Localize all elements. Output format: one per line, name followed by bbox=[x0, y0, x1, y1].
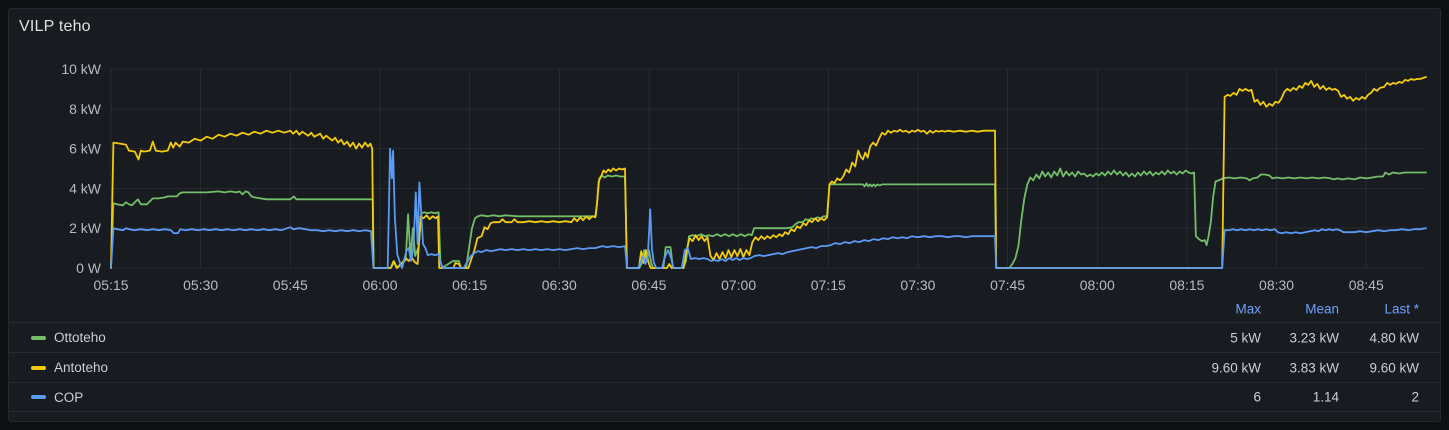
legend-column-last[interactable]: Last * bbox=[1384, 301, 1419, 317]
legend-value-mean-cop: 1.14 bbox=[1312, 389, 1339, 405]
x-axis-tick-label: 06:00 bbox=[362, 277, 397, 293]
legend-swatch-ottoteho[interactable] bbox=[31, 335, 46, 340]
y-axis-tick-label: 4 kW bbox=[69, 180, 102, 196]
series-line-antoteho bbox=[110, 76, 1427, 269]
legend-label-antoteho[interactable]: Antoteho bbox=[54, 360, 109, 375]
y-axis-tick-label: 0 W bbox=[76, 260, 102, 276]
series-line-ottoteho bbox=[110, 167, 1427, 269]
legend-value-mean-antoteho: 3.83 kW bbox=[1289, 360, 1339, 375]
legend-label-ottoteho[interactable]: Ottoteho bbox=[54, 330, 106, 345]
x-axis-tick-label: 08:15 bbox=[1169, 277, 1204, 293]
legend-column-mean[interactable]: Mean bbox=[1305, 301, 1339, 317]
x-axis-tick-label: 07:15 bbox=[811, 277, 846, 293]
legend-rows: Ottoteho 5 kW 3.23 kW 4.80 kW Antoteho 9.60 k… bbox=[9, 322, 1440, 412]
y-axis-tick-label: 8 kW bbox=[69, 101, 102, 117]
legend-value-last-cop: 2 bbox=[1411, 389, 1419, 405]
legend-row-ottoteho: Ottoteho 5 kW 3.23 kW 4.80 kW bbox=[9, 322, 1440, 352]
legend-value-last-ottoteho: 4.80 kW bbox=[1369, 330, 1419, 345]
x-axis-tick-label: 05:45 bbox=[273, 277, 308, 293]
x-axis-tick-label: 08:00 bbox=[1080, 277, 1115, 293]
legend-value-mean-ottoteho: 3.23 kW bbox=[1289, 330, 1339, 345]
x-axis-tick-label: 07:00 bbox=[721, 277, 756, 293]
legend: Max Mean Last * Ottoteho 5 kW 3.23 kW 4.80 kW… bbox=[9, 296, 1440, 412]
legend-value-max-ottoteho: 5 kW bbox=[1230, 330, 1261, 345]
chart-svg[interactable]: 0 W 2 kW 4 kW 6 kW 8 kW 10 kW 05:15 05:30 05:45 0… bbox=[9, 9, 1442, 296]
x-axis-tick-label: 05:15 bbox=[93, 277, 128, 293]
x-axis-tick-label: 07:45 bbox=[990, 277, 1025, 293]
y-axis-tick-label: 6 kW bbox=[69, 141, 102, 157]
x-axis-tick-label: 08:45 bbox=[1349, 277, 1384, 293]
legend-row-antoteho: Antoteho 9.60 kW 3.83 kW 9.60 kW bbox=[9, 352, 1440, 382]
x-axis-tick-label: 06:45 bbox=[631, 277, 666, 293]
x-axis-tick-label: 05:30 bbox=[183, 277, 218, 293]
legend-row-cop: COP 6 1.14 2 bbox=[9, 382, 1440, 412]
legend-header: Max Mean Last * bbox=[9, 296, 1440, 322]
legend-column-max[interactable]: Max bbox=[1235, 301, 1261, 317]
legend-swatch-antoteho[interactable] bbox=[31, 365, 46, 370]
y-axis-tick-label: 10 kW bbox=[61, 61, 101, 77]
legend-label-cop[interactable]: COP bbox=[54, 389, 84, 405]
x-axis-tick-label: 06:15 bbox=[452, 277, 487, 293]
series-line-cop bbox=[110, 147, 1427, 269]
legend-value-last-antoteho: 9.60 kW bbox=[1369, 360, 1419, 375]
legend-value-max-cop: 6 bbox=[1253, 389, 1261, 405]
panel-title[interactable]: VILP teho bbox=[19, 18, 91, 35]
y-axis-tick-label: 2 kW bbox=[69, 220, 102, 236]
x-axis-tick-label: 08:30 bbox=[1259, 277, 1294, 293]
legend-swatch-cop[interactable] bbox=[31, 395, 46, 399]
x-axis-tick-label: 07:30 bbox=[900, 277, 935, 293]
legend-value-max-antoteho: 9.60 kW bbox=[1211, 360, 1261, 375]
x-axis-tick-label: 06:30 bbox=[542, 277, 577, 293]
